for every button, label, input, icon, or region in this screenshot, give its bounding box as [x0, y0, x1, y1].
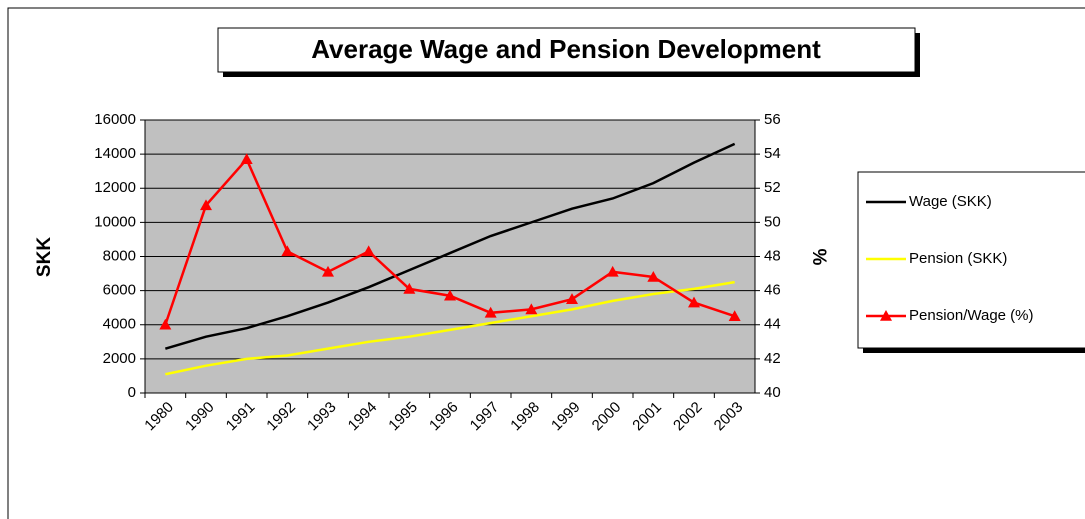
marker — [484, 306, 497, 318]
y-tick-label: 8000 — [103, 247, 136, 264]
legend-label: Pension (SKK) — [909, 250, 1007, 267]
marker — [688, 296, 700, 308]
marker — [606, 265, 619, 277]
marker — [281, 245, 294, 257]
marker — [200, 199, 212, 211]
marker — [647, 270, 660, 282]
legend-label: Wage (SKK) — [909, 193, 992, 210]
y-tick-label: 10000 — [94, 213, 136, 230]
legend-marker — [880, 310, 892, 321]
marker — [525, 303, 538, 315]
y2-tick-label: 44 — [764, 316, 781, 333]
marker — [566, 293, 578, 304]
title-box — [217, 27, 916, 73]
y2-tick-label: 50 — [764, 213, 781, 230]
y2-tick-label: 48 — [764, 247, 781, 264]
marker — [322, 265, 334, 277]
marker — [403, 282, 416, 294]
marker — [444, 289, 456, 301]
marker — [240, 153, 253, 165]
y-tick-label: 12000 — [94, 179, 136, 196]
y-tick-label: 16000 — [94, 111, 136, 128]
y2-tick-label: 40 — [764, 384, 781, 401]
y-tick-label: 4000 — [103, 316, 136, 333]
y2-tick-label: 52 — [764, 179, 781, 196]
marker — [362, 245, 375, 257]
y2-tick-label: 42 — [764, 350, 781, 367]
marker — [728, 310, 741, 322]
y2-tick-label: 54 — [764, 145, 781, 162]
y2-tick-label: 56 — [764, 111, 781, 128]
y-tick-label: 2000 — [103, 350, 136, 367]
y2-tick-label: 46 — [764, 282, 781, 299]
y-tick-label: 0 — [128, 384, 136, 401]
y2-axis-label: % — [808, 249, 829, 266]
series-line — [165, 280, 735, 376]
legend-label: Pension/Wage (%) — [909, 307, 1034, 324]
y-tick-label: 6000 — [103, 282, 136, 299]
marker — [159, 318, 172, 330]
chart-title: Average Wage and Pension Development — [311, 34, 821, 64]
series-line — [164, 142, 736, 350]
y-axis-label: SKK — [34, 237, 55, 277]
y-tick-label: 14000 — [94, 145, 136, 162]
